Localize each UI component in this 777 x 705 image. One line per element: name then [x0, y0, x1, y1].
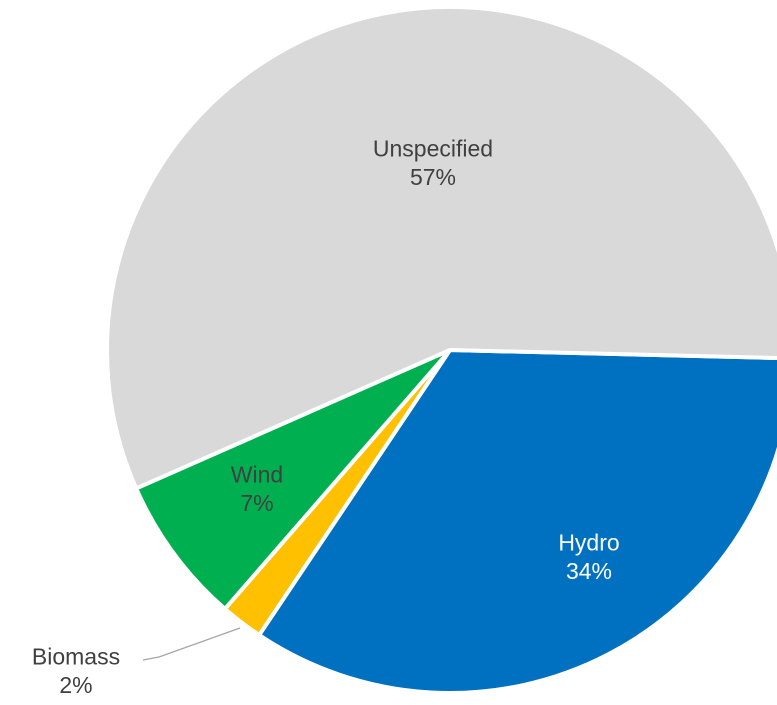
data-labels: Hydro 34% Biomass 2% Wind 7% Unspecified 57%	[32, 136, 620, 698]
data-label-percent: 57%	[410, 164, 456, 190]
data-label-category: Unspecified	[373, 136, 493, 162]
pie-slice-hydro	[257, 348, 777, 695]
pie-slice-wind	[134, 348, 452, 611]
data-label-category: Hydro	[558, 530, 619, 556]
data-label-biomass: Biomass 2%	[32, 644, 120, 698]
data-label-percent: 34%	[566, 558, 612, 584]
leader-line-biomass	[142, 627, 241, 661]
leader-lines	[142, 627, 241, 661]
data-label-percent: 2%	[59, 672, 92, 698]
data-label-percent: 7%	[240, 490, 273, 516]
data-label-category: Biomass	[32, 644, 120, 670]
pie-slice-unspecified	[105, 5, 777, 491]
pie-slices	[105, 5, 777, 695]
data-label-wind: Wind 7%	[231, 462, 283, 516]
data-label-unspecified: Unspecified 57%	[373, 136, 493, 190]
data-label-hydro: Hydro 34%	[558, 530, 619, 584]
data-label-category: Wind	[231, 462, 283, 488]
